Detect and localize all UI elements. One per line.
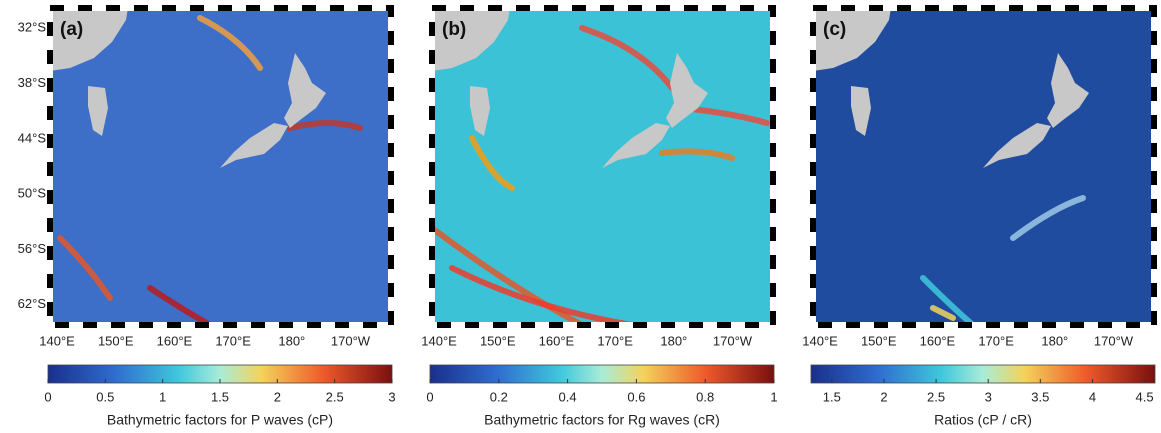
colorbar-tick-label: 1 xyxy=(159,389,166,404)
bathymetry-feature xyxy=(429,225,585,328)
lat-tick-label: 50°S xyxy=(18,186,47,201)
panel-label: (c) xyxy=(823,19,846,40)
map-features xyxy=(813,8,1089,328)
colorbar-tick-label: 0.8 xyxy=(696,389,714,404)
lat-tick-label: 38°S xyxy=(18,75,47,90)
lon-tick-label: 150°E xyxy=(861,333,897,348)
map-background xyxy=(50,8,391,325)
bathymetry-feature xyxy=(287,120,363,131)
map-panel: (c) 140°E 150°E 160°E 170°E 180° 170°W 1.5 2 2.5 3… xyxy=(802,5,1157,428)
frame-dashes xyxy=(429,5,776,328)
lon-tick-label: 170°W xyxy=(713,333,753,348)
bathymetry-feature xyxy=(57,235,113,301)
frame-dashes xyxy=(47,5,394,328)
bathymetry-feature xyxy=(449,265,635,328)
lon-tick-label: 170°E xyxy=(215,333,251,348)
map-background xyxy=(813,8,1154,325)
colorbar-label: Bathymetric factors for Rg waves (cR) xyxy=(484,412,720,428)
lat-tick-label: 56°S xyxy=(18,241,47,256)
lon-tick-label: 150°E xyxy=(98,333,134,348)
colorbar-tick-label: 0.2 xyxy=(490,389,508,404)
colorbar-tick-label: 2.5 xyxy=(326,389,344,404)
colorbar-label: Bathymetric factors for P waves (cP) xyxy=(107,412,333,428)
lon-tick-label: 170°E xyxy=(597,333,633,348)
lon-tick-label: 180° xyxy=(278,333,305,348)
bathymetry-feature xyxy=(1010,195,1086,241)
lat-tick-label: 32°S xyxy=(18,20,47,35)
map-panel: (b) 140°E 150°E 160°E 170°E 180° 170°W 0 0.2 0.4 0… xyxy=(421,5,778,428)
colorbar-tick-label: 4 xyxy=(1089,389,1096,404)
lat-tick-label: 62°S xyxy=(18,296,47,311)
map-features xyxy=(50,8,363,328)
colorbar-tick-label: 0 xyxy=(426,389,433,404)
map-background xyxy=(432,8,773,325)
colorbar-tick-label: 1.5 xyxy=(823,389,841,404)
lon-tick-label: 140°E xyxy=(421,333,457,348)
colorbar-tick-label: 1 xyxy=(770,389,777,404)
bathymetry-feature xyxy=(469,135,515,191)
bathymetry-feature xyxy=(579,25,675,91)
map-panel: (a) 140°E 150°E 160°E 170°E 180° 170°W 32°S 38°S… xyxy=(18,5,396,428)
colorbar-tick-label: 0 xyxy=(44,389,51,404)
lon-tick-label: 170°W xyxy=(331,333,371,348)
colorbar-tick-label: 3 xyxy=(388,389,395,404)
bathymetry-feature xyxy=(197,15,263,71)
lon-tick-label: 160°E xyxy=(157,333,193,348)
lon-tick-label: 160°E xyxy=(539,333,575,348)
colorbar-tick-label: 1.5 xyxy=(211,389,229,404)
colorbar-tick-label: 0.6 xyxy=(627,389,645,404)
colorbar-tick-label: 2.5 xyxy=(927,389,945,404)
lon-tick-label: 150°E xyxy=(480,333,516,348)
colorbar-tick-label: 3.5 xyxy=(1031,389,1049,404)
bathymetry-feature xyxy=(930,305,956,321)
panels: (a) 140°E 150°E 160°E 170°E 180° 170°W 32°S 38°S… xyxy=(18,5,1157,428)
lon-tick-label: 160°E xyxy=(920,333,956,348)
bathymetry-feature xyxy=(147,285,213,328)
bathymetry-feature xyxy=(659,148,735,161)
colorbar-tick-label: 0.5 xyxy=(96,389,114,404)
lon-tick-label: 140°E xyxy=(39,333,75,348)
colorbar xyxy=(810,364,1156,384)
lon-tick-label: 140°E xyxy=(802,333,838,348)
colorbar-tick-label: 3 xyxy=(985,389,992,404)
panel-label: (a) xyxy=(60,19,83,40)
lat-tick-label: 44°S xyxy=(18,130,47,145)
map-features xyxy=(429,8,770,328)
lon-tick-label: 170°E xyxy=(978,333,1014,348)
colorbar-label: Ratios (cP / cR) xyxy=(934,412,1032,428)
colorbar-tick-label: 4.5 xyxy=(1136,389,1154,404)
frame-dashes xyxy=(810,5,1157,328)
panel-label: (b) xyxy=(442,19,466,40)
lon-tick-label: 170°W xyxy=(1094,333,1134,348)
colorbar-tick-label: 2 xyxy=(880,389,887,404)
lon-tick-label: 180° xyxy=(660,333,687,348)
bathymetry-feature xyxy=(920,275,976,328)
lon-tick-label: 180° xyxy=(1041,333,1068,348)
colorbar-tick-label: 0.4 xyxy=(559,389,577,404)
colorbar-tick-label: 2 xyxy=(274,389,281,404)
colorbar xyxy=(429,364,775,384)
